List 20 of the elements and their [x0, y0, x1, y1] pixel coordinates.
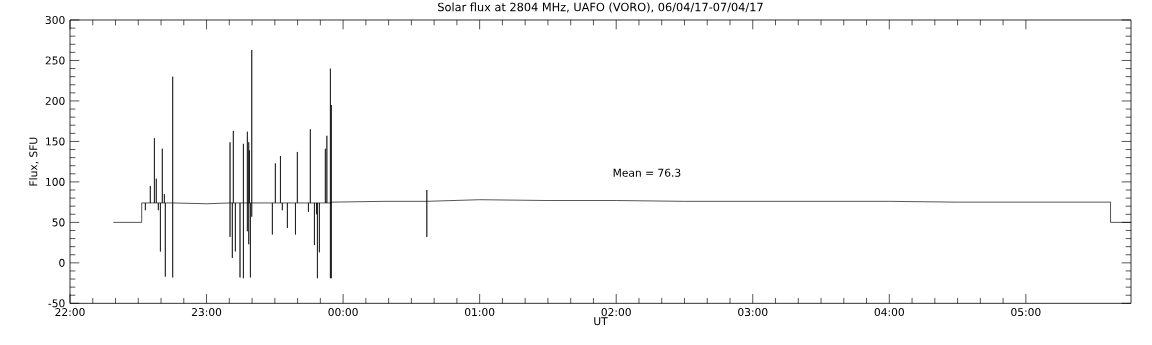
y-tick-label: 100 — [46, 177, 65, 186]
y-tick-label: -50 — [48, 299, 65, 308]
x-tick-label: 00:00 — [328, 308, 358, 317]
y-tick-label: 300 — [45, 15, 65, 24]
x-tick-label: 05:00 — [1011, 308, 1041, 317]
x-axis-title: UT — [594, 317, 608, 326]
x-tick-label: 03:00 — [738, 308, 768, 317]
chart-title: Solar flux at 2804 MHz, UAFO (VORO), 06/04/17-07/04/17 — [438, 2, 763, 13]
y-tick-label: 150 — [46, 137, 65, 146]
annotation: Mean = 76.3 — [613, 168, 681, 177]
y-tick-label: 200 — [45, 96, 65, 105]
x-tick-label: 02:00 — [601, 308, 631, 317]
x-tick-label: 22:00 — [55, 308, 85, 317]
x-tick-label: 23:00 — [191, 308, 222, 317]
y-axis-title: Flux, SFU — [29, 137, 39, 186]
y-tick-label: 0 — [59, 258, 65, 267]
x-tick-label: 01:00 — [465, 308, 495, 317]
y-tick-label: 250 — [45, 56, 65, 65]
y-tick-label: 50 — [52, 218, 65, 227]
x-tick-label: 04:00 — [874, 308, 904, 317]
